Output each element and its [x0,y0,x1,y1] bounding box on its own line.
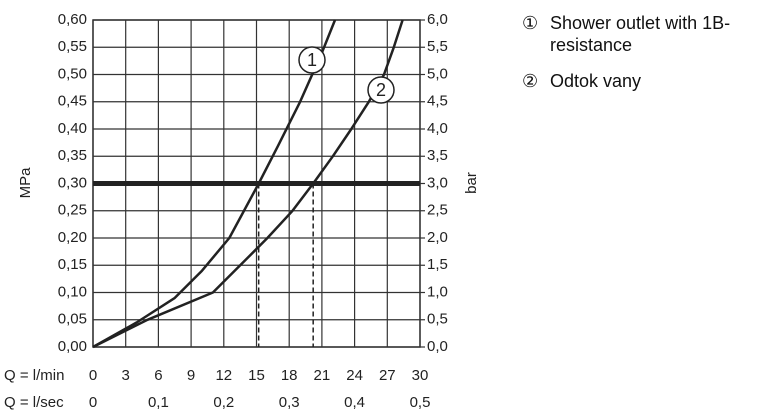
legend: ① Shower outlet with 1B-resistance ② Odtok … [522,12,772,106]
x-tick-label: 12 [215,367,232,384]
y-tick-label: 0,35 [58,147,87,164]
y2-tick-label: 0,0 [427,338,448,355]
y2-tick-label: 3,5 [427,147,448,164]
x-axis-label: Q = l/min [4,367,64,384]
x-tick-label: 0 [89,367,97,384]
x2-tick-label: 0,2 [213,394,234,411]
curve-label: 2 [376,80,386,100]
x-tick-label: 24 [346,367,363,384]
curve-label: 1 [307,50,317,70]
y-tick-label: 0,20 [58,229,87,246]
x2-tick-label: 0,1 [148,394,169,411]
y-tick-label: 0,50 [58,65,87,82]
legend-label: Shower outlet with 1B-resistance [550,13,731,55]
y2-tick-label: 3,0 [427,174,448,191]
y-tick-label: 0,25 [58,202,87,219]
y2-tick-label: 1,0 [427,283,448,300]
y2-tick-label: 2,5 [427,202,448,219]
x-tick-label: 15 [248,367,265,384]
y2-tick-label: 5,0 [427,65,448,82]
y-tick-label: 0,45 [58,93,87,110]
x-tick-label: 3 [122,367,130,384]
y2-axis-label: bar [463,172,480,194]
curve-badge [367,76,395,104]
y2-tick-label: 4,5 [427,93,448,110]
curve-badge [298,46,326,74]
y-tick-label: 0,05 [58,311,87,328]
x2-tick-label: 0 [89,394,97,411]
x2-axis-label: Q = l/sec [4,394,64,411]
x-tick-label: 30 [412,367,429,384]
legend-item: ② Odtok vany [522,70,772,92]
curve [92,19,337,349]
y2-tick-label: 4,0 [427,120,448,137]
x2-tick-label: 0,5 [410,394,431,411]
y-tick-label: 0,30 [58,174,87,191]
y-tick-label: 0,00 [58,338,87,355]
y-tick-label: 0,10 [58,283,87,300]
y2-tick-label: 6,0 [427,11,448,28]
y-tick-label: 0,60 [58,11,87,28]
x-tick-label: 9 [187,367,195,384]
legend-symbol: ② [522,71,539,91]
x2-tick-label: 0,3 [279,394,300,411]
x-tick-label: 27 [379,367,396,384]
y2-tick-label: 1,5 [427,256,448,273]
y-tick-label: 0,40 [58,120,87,137]
x-tick-label: 18 [281,367,298,384]
y2-tick-label: 5,5 [427,38,448,55]
y2-tick-label: 0,5 [427,311,448,328]
legend-item: ① Shower outlet with 1B-resistance [522,12,772,56]
y-axis-label: MPa [17,167,34,199]
x-tick-label: 6 [154,367,162,384]
x2-tick-label: 0,4 [344,394,365,411]
curve [92,19,404,349]
legend-label: Odtok vany [550,71,642,91]
y2-tick-label: 2,0 [427,229,448,246]
y-tick-label: 0,15 [58,256,87,273]
legend-symbol: ① [522,13,539,33]
x-tick-label: 21 [314,367,331,384]
y-tick-label: 0,55 [58,38,87,55]
